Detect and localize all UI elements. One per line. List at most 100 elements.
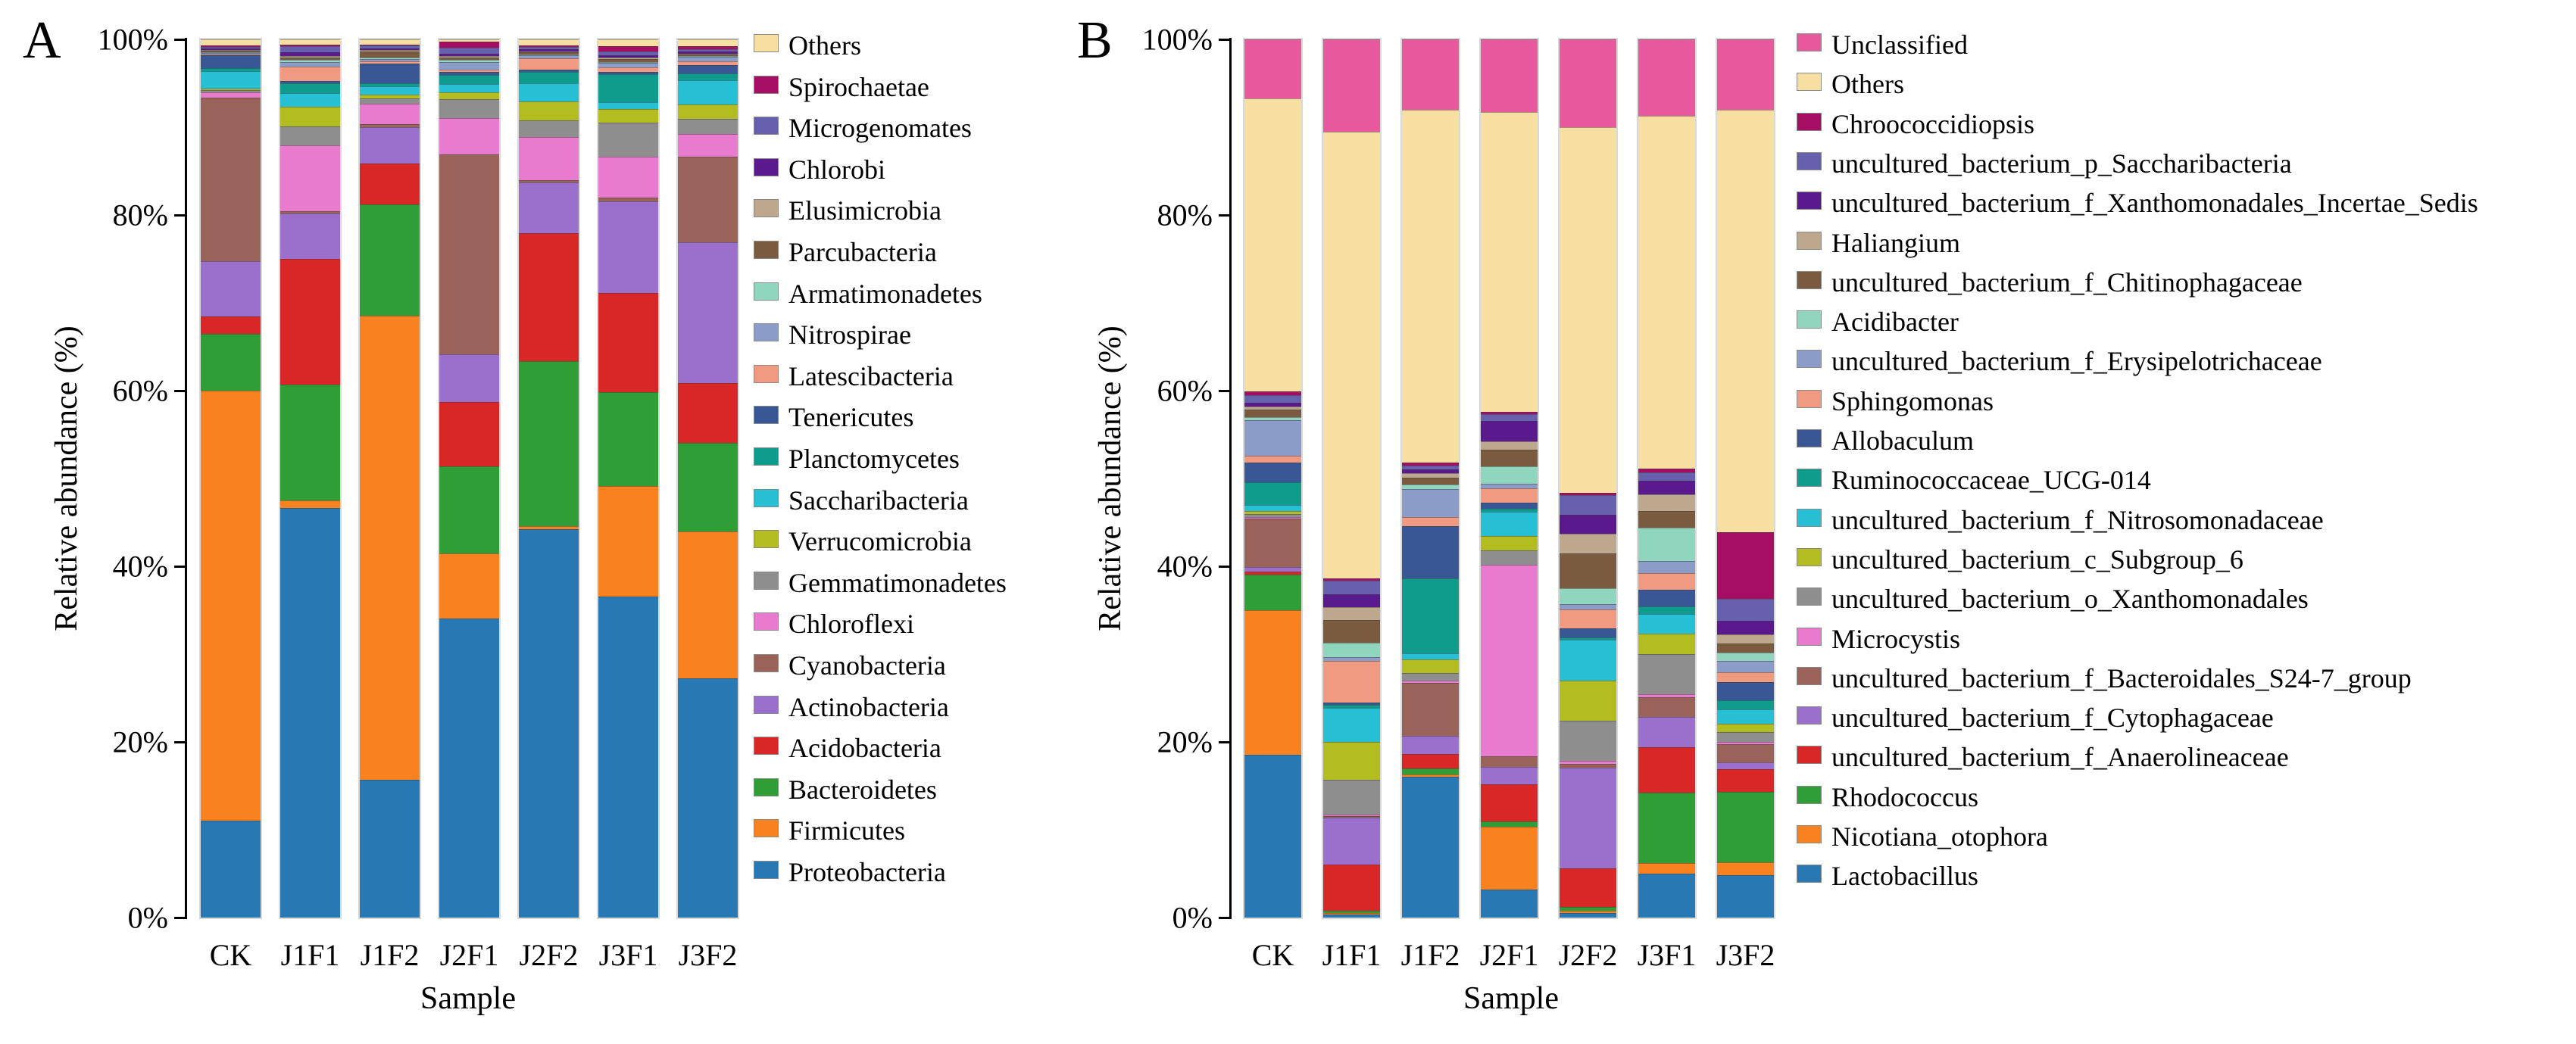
bar-segment-Chlorobi — [519, 49, 579, 51]
bar-segment-Sphingomonas — [1323, 661, 1380, 703]
bar-segment-uncultured_bacterium_f_Nitrosomonadaceae — [1402, 653, 1459, 659]
bar-segment-uncultured_bacterium_f_Cytophagaceae — [1717, 762, 1774, 769]
x-category-label: J3F2 — [678, 938, 738, 972]
legend-swatch — [754, 819, 779, 838]
bar-segment-uncultured_bacterium_f_Chitinophagaceae — [1560, 553, 1616, 588]
legend-swatch — [1797, 825, 1822, 843]
bar-segment-Firmicutes — [201, 391, 261, 821]
bar-segment-Latescibacteria — [439, 70, 499, 73]
legend-label: Others — [1831, 69, 1904, 100]
bar-segment-uncultured_bacterium_f_Chitinophagaceae — [1323, 620, 1380, 643]
legend-swatch — [1797, 192, 1822, 210]
bar-segment-Spirochaetae — [439, 42, 499, 48]
bar-segment-uncultured_bacterium_f_Xanthomonadales_Incertae_Sedis — [1481, 421, 1538, 441]
bar-segment-Tenericutes — [280, 80, 340, 84]
legend-label: Actinobacteria — [788, 691, 949, 722]
bar-segment-Acidibacter — [1244, 416, 1301, 421]
legend-swatch — [1797, 666, 1822, 685]
bar-segment-Sphingomonas — [1717, 672, 1774, 683]
bar-segment-Proteobacteria — [598, 597, 658, 918]
bar-segment-Allobaculum — [1244, 463, 1301, 482]
bar-segment-Rhodococcus — [1481, 821, 1538, 827]
stacked-bar-J3F1 — [1637, 38, 1697, 919]
legend-label: Chroococcidiopsis — [1831, 108, 2034, 139]
bar-segment-uncultured_bacterium_f_Anaerolineaceae — [1323, 865, 1380, 911]
bar-segment-uncultured_bacterium_o_Xanthomonadales — [1323, 780, 1380, 815]
bar-segment-Chroococcidiopsis — [1560, 492, 1616, 496]
legend-label: uncultured_bacterium_f_Xanthomonadales_I… — [1831, 188, 2478, 219]
bar-segment-Chlorobi — [598, 55, 658, 58]
bar-segment-uncultured_bacterium_f_Anaerolineaceae — [1638, 746, 1695, 793]
bar-segment-Armatimonadetes — [280, 60, 340, 62]
bar-segment-Chlorobi — [678, 51, 738, 54]
legend-swatch — [754, 157, 779, 176]
y-axis-tick-label: 100% — [97, 22, 168, 57]
bar-segment-uncultured_bacterium_f_Xanthomonadales_Incertae_Sedis — [1244, 403, 1301, 407]
bar-segment-Planctomycetes — [439, 74, 499, 85]
bar-segment-Microcystis — [1323, 814, 1380, 816]
bar-segment-uncultured_bacterium_p_Saccharibacteria — [1717, 598, 1774, 621]
legend-label: uncultured_bacterium_f_Cytophagaceae — [1831, 703, 2274, 734]
legend-label: Armatimonadetes — [788, 278, 982, 309]
x-category-label: J2F2 — [519, 938, 579, 972]
bar-segment-uncultured_bacterium_f_Nitrosomonadaceae — [1560, 640, 1616, 681]
bar-segment-uncultured_bacterium_c_Subgroup_6 — [1402, 659, 1459, 674]
bar-segment-Unclassified — [1638, 39, 1695, 116]
bar-segment-Planctomycetes — [360, 83, 420, 87]
legend-swatch — [754, 241, 779, 259]
bar-segment-Latescibacteria — [360, 61, 420, 64]
bar-segment-Verrucomicrobia — [201, 88, 261, 91]
bar-segment-Chloroflexi — [280, 145, 340, 211]
x-category-label: J2F1 — [439, 938, 499, 972]
bar-segment-uncultured_bacterium_c_Subgroup_6 — [1323, 742, 1380, 781]
bar-segment-Cyanobacteria — [280, 210, 340, 214]
bar-segment-uncultured_bacterium_f_Cytophagaceae — [1323, 818, 1380, 865]
legend-label: Acidibacter — [1831, 307, 1959, 338]
bar-segment-Microcystis — [1560, 761, 1616, 764]
bar-segment-Acidibacter — [1323, 642, 1380, 658]
bar-segment-uncultured_bacterium_p_Saccharibacteria — [1402, 465, 1459, 470]
bar-segment-Verrucomicrobia — [360, 94, 420, 99]
bar-segment-Unclassified — [1481, 39, 1538, 112]
bar-segment-Saccharibacteria — [678, 79, 738, 105]
legend-swatch — [754, 571, 779, 590]
bar-segment-Saccharibacteria — [519, 83, 579, 101]
bar-segment-Acidibacter — [1402, 485, 1459, 489]
bar-segment-Gemmatimonadetes — [598, 123, 658, 157]
bar-segment-Tenericutes — [519, 69, 579, 73]
legend-label: uncultured_bacterium_f_Anaerolineaceae — [1831, 742, 2289, 773]
x-category-label: J3F2 — [1716, 938, 1775, 972]
legend-swatch — [754, 861, 779, 879]
bar-segment-Gemmatimonadetes — [360, 98, 420, 104]
legend-label: uncultured_bacterium_f_Erysipelotrichace… — [1831, 346, 2322, 377]
bar-segment-Tenericutes — [678, 64, 738, 74]
bar-segment-Armatimonadetes — [678, 56, 738, 58]
stacked-bar-J1F2 — [1400, 38, 1460, 919]
legend-swatch — [1797, 389, 1822, 408]
bar-segment-Haliangium — [1638, 494, 1695, 511]
bar-segment-Others — [1638, 115, 1695, 469]
bar-segment-Lactobacillus — [1717, 875, 1774, 918]
y-axis-tick — [174, 917, 185, 919]
bar-segment-Parcubacteria — [598, 59, 658, 62]
bar-segment-Others — [360, 39, 420, 45]
bar-segment-uncultured_bacterium_c_Subgroup_6 — [1638, 634, 1695, 654]
y-axis-tick — [1219, 390, 1229, 392]
bar-segment-uncultured_bacterium_f_Nitrosomonadaceae — [1638, 613, 1695, 634]
legend-label: Firmicutes — [788, 815, 905, 846]
bar-segment-Microcystis — [1638, 694, 1695, 697]
bar-segment-Ruminococcaceae_UCG-014 — [1717, 700, 1774, 710]
legend-swatch — [1797, 785, 1822, 804]
bar-segment-Parcubacteria — [678, 54, 738, 57]
bar-segment-Parcubacteria — [360, 51, 420, 58]
bar-segment-Haliangium — [1717, 634, 1774, 644]
bar-segment-Ruminococcaceae_UCG-014 — [1402, 578, 1459, 653]
legend-swatch — [754, 530, 779, 549]
x-category-label: J2F1 — [1479, 938, 1539, 972]
bar-segment-Lactobacillus — [1323, 915, 1380, 918]
y-axis-tick — [1219, 39, 1229, 41]
bar-segment-Microcystis — [1717, 741, 1774, 745]
bar-segment-Others — [519, 39, 579, 46]
legend-label: Haliangium — [1831, 227, 1960, 258]
bar-segment-uncultured_bacterium_f_Nitrosomonadaceae — [1481, 512, 1538, 536]
